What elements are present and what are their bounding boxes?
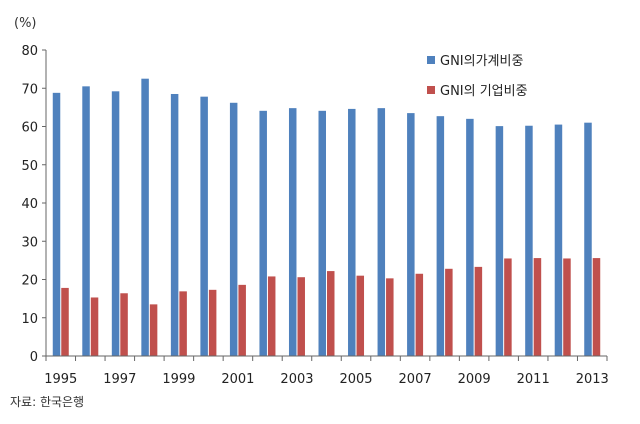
x-tick-label: 1997 (103, 372, 136, 387)
x-tick-label: 2005 (339, 372, 372, 387)
bar-corporate-2012 (563, 258, 571, 356)
source-note: 자료: 한국은행 (10, 395, 85, 409)
x-tick-label: 2007 (399, 372, 432, 387)
bar-corporate-2007 (415, 273, 424, 356)
y-tick-label: 80 (21, 44, 38, 59)
bar-household-2011 (525, 125, 533, 356)
bar-household-2005 (348, 108, 356, 356)
bar-corporate-2002 (267, 276, 276, 356)
bar-corporate-1997 (120, 293, 128, 356)
bar-corporate-1996 (90, 297, 99, 356)
bar-corporate-1998 (149, 304, 158, 356)
legend-swatch-household (427, 56, 435, 64)
bar-corporate-2001 (238, 284, 246, 356)
y-axis-ticks: 0 10 20 30 40 50 60 70 80 (21, 44, 46, 365)
bar-corporate-2004 (327, 271, 335, 356)
bar-corporate-2011 (533, 258, 542, 356)
bar-household-2004 (318, 110, 326, 356)
x-tick-label: 2003 (280, 372, 313, 387)
bar-corporate-2008 (445, 268, 453, 356)
bar-corporate-2009 (474, 266, 483, 356)
bar-household-2000 (200, 96, 208, 356)
bar-corporate-2010 (504, 258, 512, 356)
y-tick-label: 50 (21, 159, 38, 174)
bar-household-2007 (407, 113, 415, 356)
y-tick-label: 70 (21, 82, 38, 97)
bar-household-2009 (466, 118, 474, 356)
x-tick-label: 2001 (221, 372, 254, 387)
bar-corporate-2013 (592, 258, 601, 356)
bar-corporate-1999 (179, 291, 187, 356)
x-tick-label: 2009 (458, 372, 491, 387)
y-tick-label: 10 (21, 312, 38, 327)
bar-corporate-2003 (297, 277, 305, 356)
legend: GNI의가계비중 GNI의 기업비중 (427, 54, 528, 99)
y-tick-label: 30 (21, 235, 38, 250)
y-tick-label: 60 (21, 121, 38, 136)
bar-household-2002 (259, 110, 267, 356)
x-tick-label: 2011 (517, 372, 550, 387)
bar-corporate-1995 (61, 287, 69, 356)
bar-household-1997 (111, 91, 120, 356)
x-tick-label: 1995 (44, 372, 77, 387)
bar-household-2008 (436, 116, 445, 356)
y-tick-label: 0 (30, 350, 38, 365)
y-axis-unit-label: (%) (14, 16, 37, 31)
bar-household-1995 (52, 92, 61, 356)
bar-household-1998 (141, 78, 149, 356)
bar-household-2003 (288, 108, 297, 356)
x-axis-ticks: 1995 1997 1999 2001 2003 2005 2007 2009 2011 2013 (44, 356, 609, 387)
bar-household-1999 (170, 93, 179, 357)
bar-household-2013 (584, 122, 592, 356)
y-tick-label: 40 (21, 197, 38, 212)
bar-corporate-2006 (386, 278, 394, 356)
x-tick-label: 2013 (576, 372, 609, 387)
bar-household-2010 (495, 126, 504, 357)
legend-swatch-corporate (427, 86, 435, 94)
bar-household-1996 (82, 86, 90, 357)
bars-group (52, 78, 601, 357)
bar-household-2012 (554, 124, 563, 357)
legend-label-corporate: GNI의 기업비중 (440, 84, 528, 99)
bar-corporate-2000 (208, 289, 217, 356)
y-tick-label: 20 (21, 274, 38, 289)
x-tick-label: 1999 (162, 372, 195, 387)
bar-corporate-2005 (356, 275, 365, 356)
bar-household-2001 (229, 102, 238, 356)
legend-label-household: GNI의가계비중 (440, 54, 523, 69)
bar-household-2006 (377, 108, 386, 356)
